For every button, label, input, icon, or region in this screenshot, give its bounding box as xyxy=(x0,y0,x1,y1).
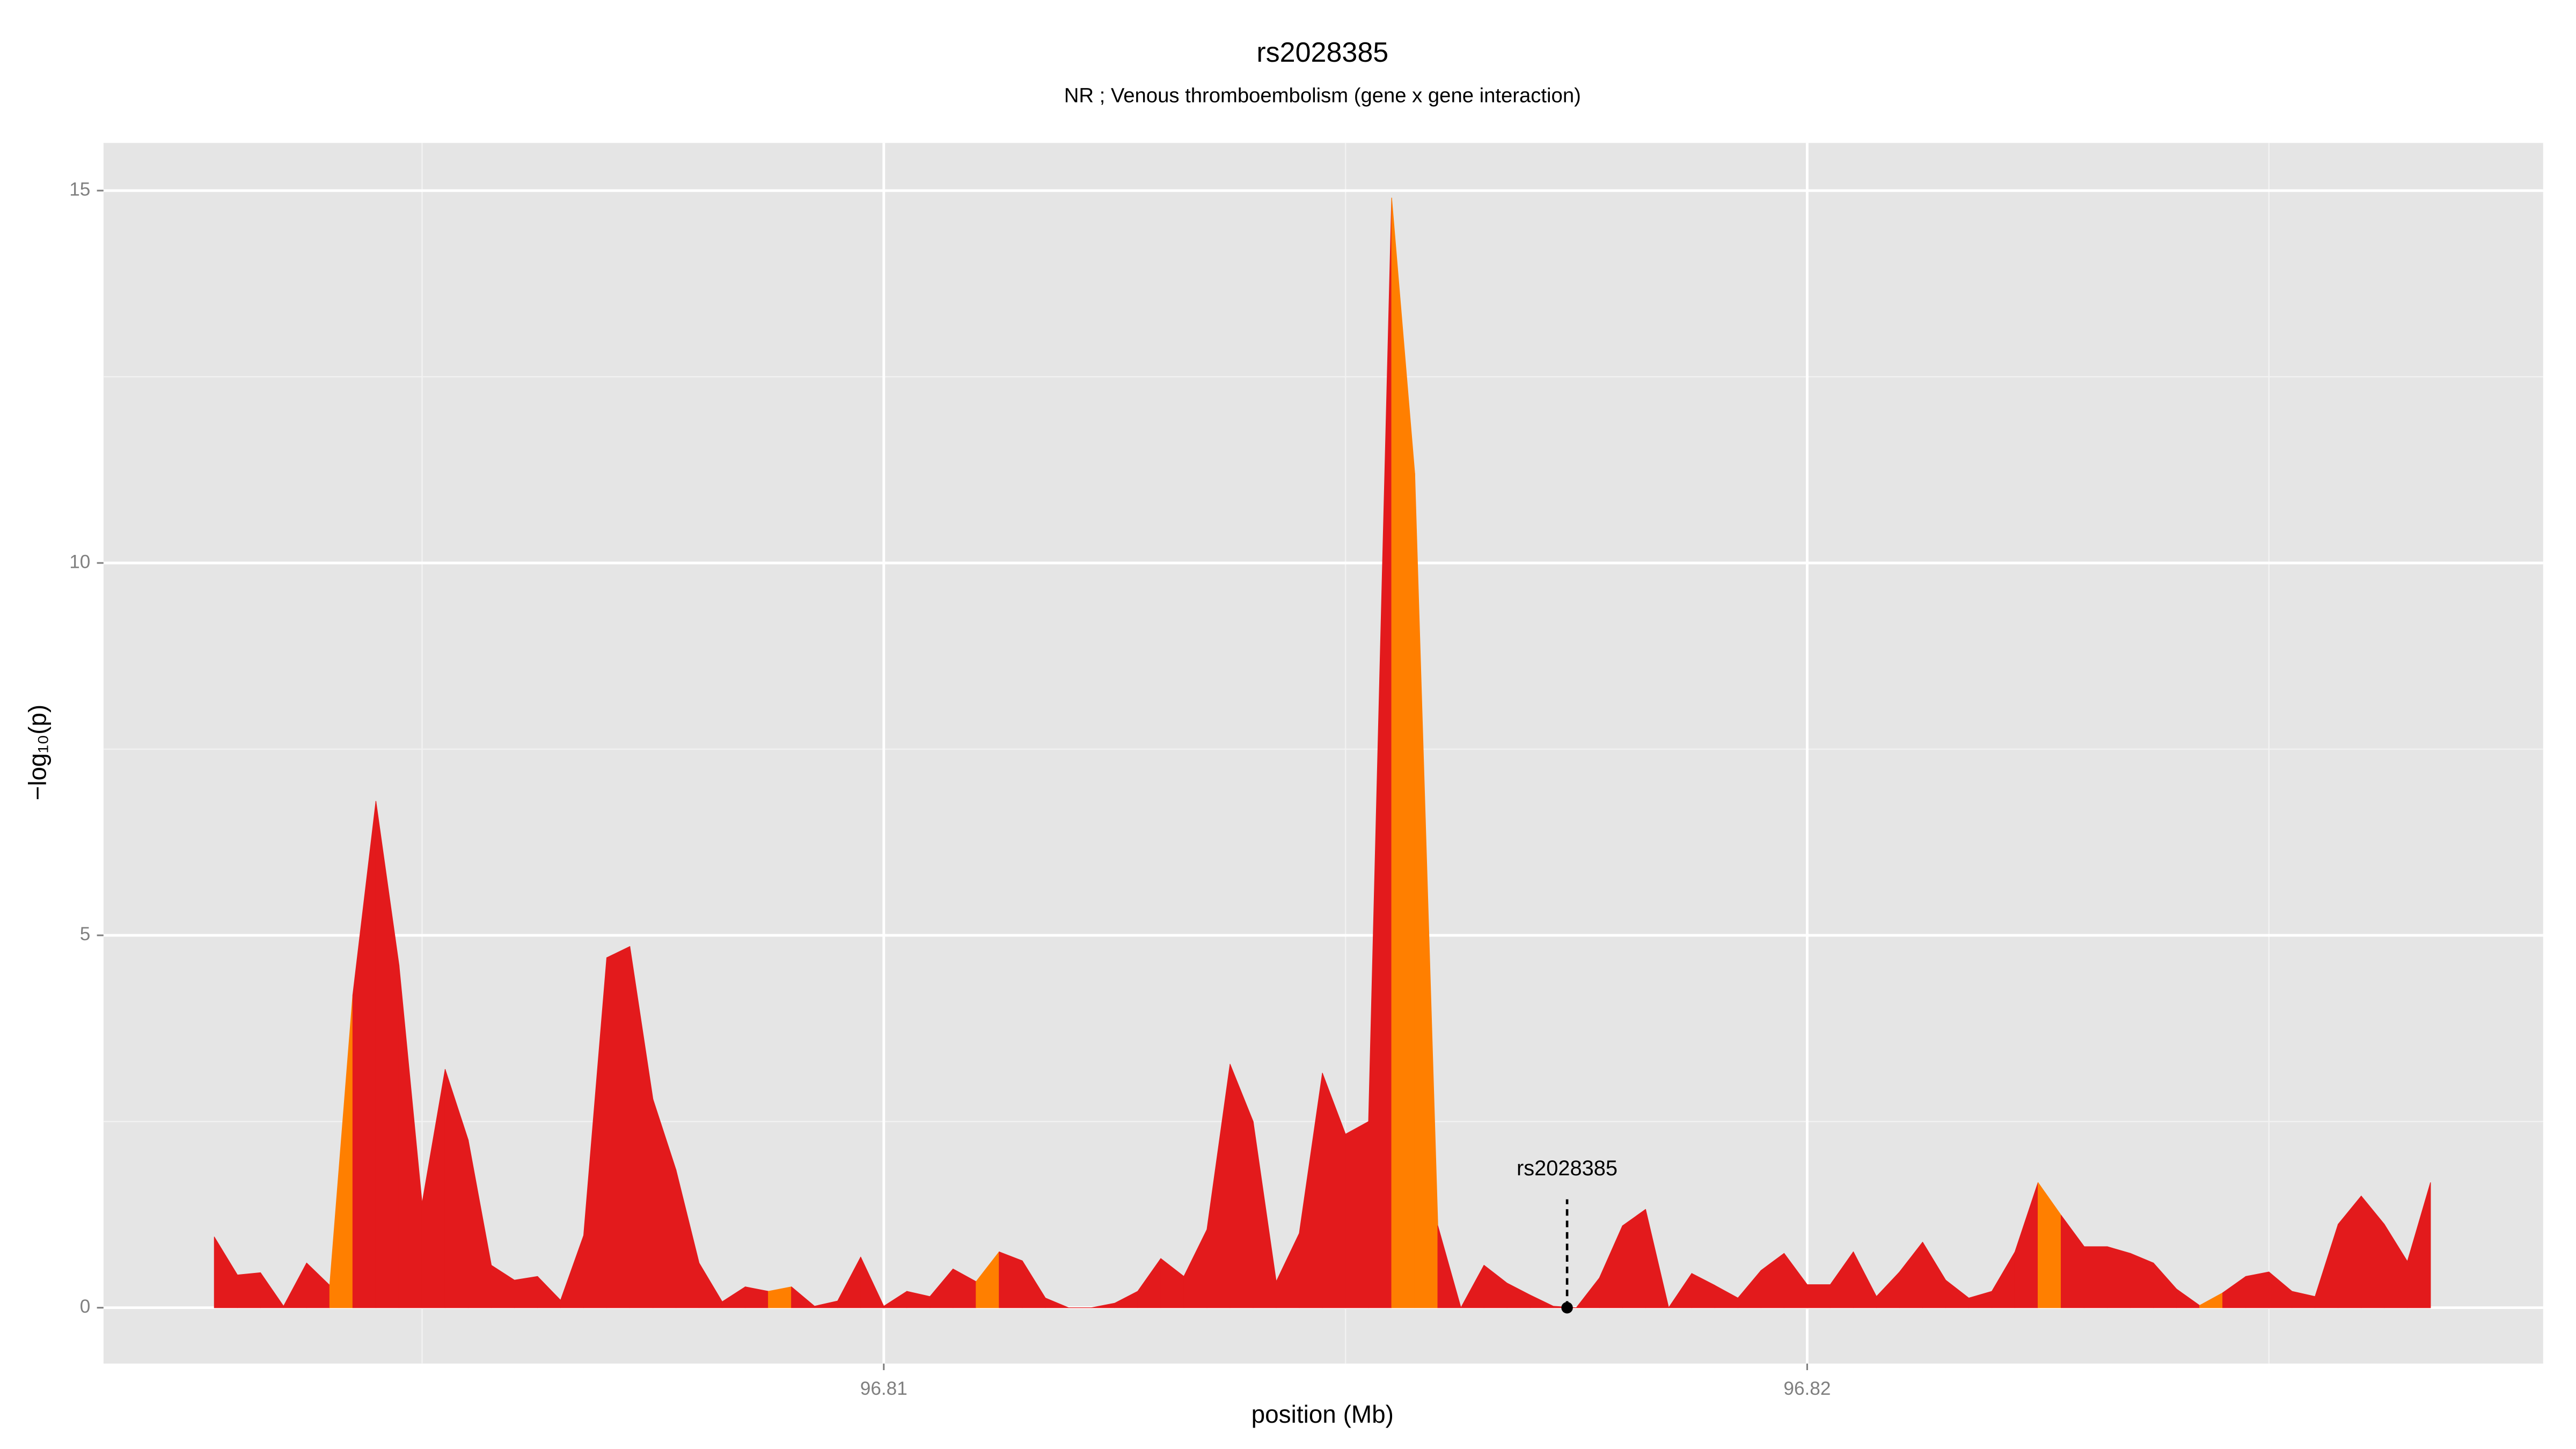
area-segment xyxy=(1622,1209,1646,1308)
y-tick-label: 15 xyxy=(69,179,90,200)
area-segment xyxy=(237,1272,261,1308)
x-tick-label: 96.81 xyxy=(860,1378,908,1399)
annotation-label: rs2028385 xyxy=(1517,1157,1618,1180)
y-axis-label: −log₁₀(p) xyxy=(24,705,52,801)
area-segment xyxy=(1345,1121,1369,1308)
y-tick-label: 10 xyxy=(69,551,90,572)
x-tick-label: 96.82 xyxy=(1783,1378,1831,1399)
area-segment xyxy=(2245,1271,2270,1308)
area-segment xyxy=(1806,1284,1831,1308)
x-axis-label: position (Mb) xyxy=(1252,1400,1394,1428)
area-segment xyxy=(606,946,631,1308)
chart-title: rs2028385 xyxy=(1256,37,1388,68)
y-tick-label: 0 xyxy=(80,1296,91,1317)
area-segment xyxy=(514,1276,538,1308)
chart-subtitle: NR ; Venous thromboembolism (gene x gene… xyxy=(1064,84,1581,107)
area-segment xyxy=(999,1252,1023,1308)
y-tick-label: 5 xyxy=(80,924,91,945)
area-segment xyxy=(1045,1298,1069,1308)
area-segment xyxy=(1645,1209,1669,1308)
area-segment xyxy=(2407,1182,2431,1308)
area-segment xyxy=(2107,1246,2131,1308)
area-segment xyxy=(1437,1225,1461,1308)
area-segment xyxy=(2084,1246,2108,1308)
annotation-point xyxy=(1561,1302,1573,1314)
area-segment xyxy=(2130,1253,2154,1308)
